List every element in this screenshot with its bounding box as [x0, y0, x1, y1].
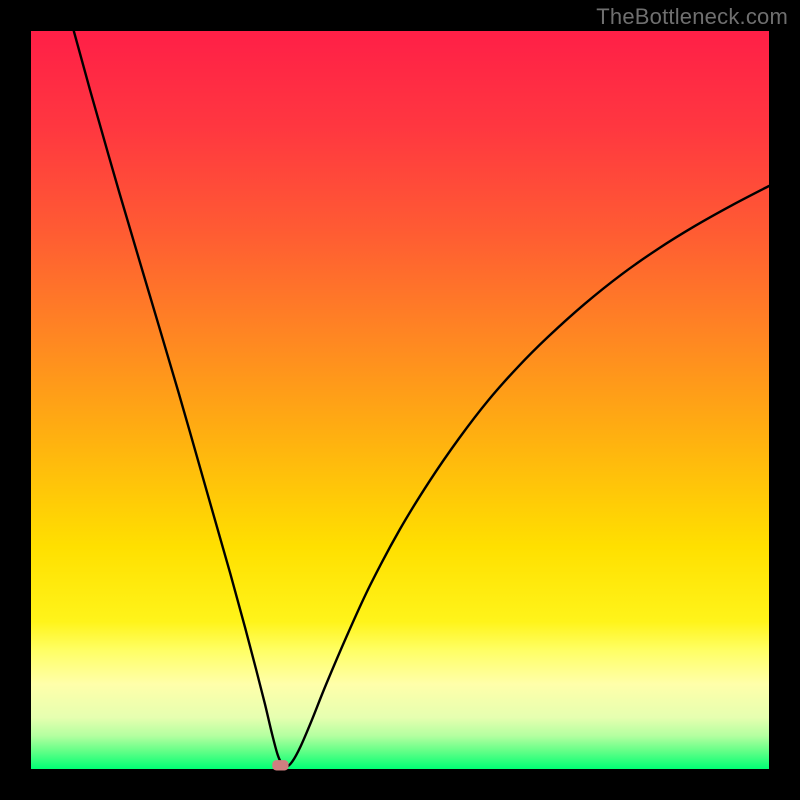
- chart-frame: [0, 0, 800, 800]
- chart-canvas: [0, 0, 800, 800]
- minimum-marker: [272, 760, 288, 770]
- watermark-label: TheBottleneck.com: [596, 4, 788, 30]
- plot-area: [31, 31, 769, 769]
